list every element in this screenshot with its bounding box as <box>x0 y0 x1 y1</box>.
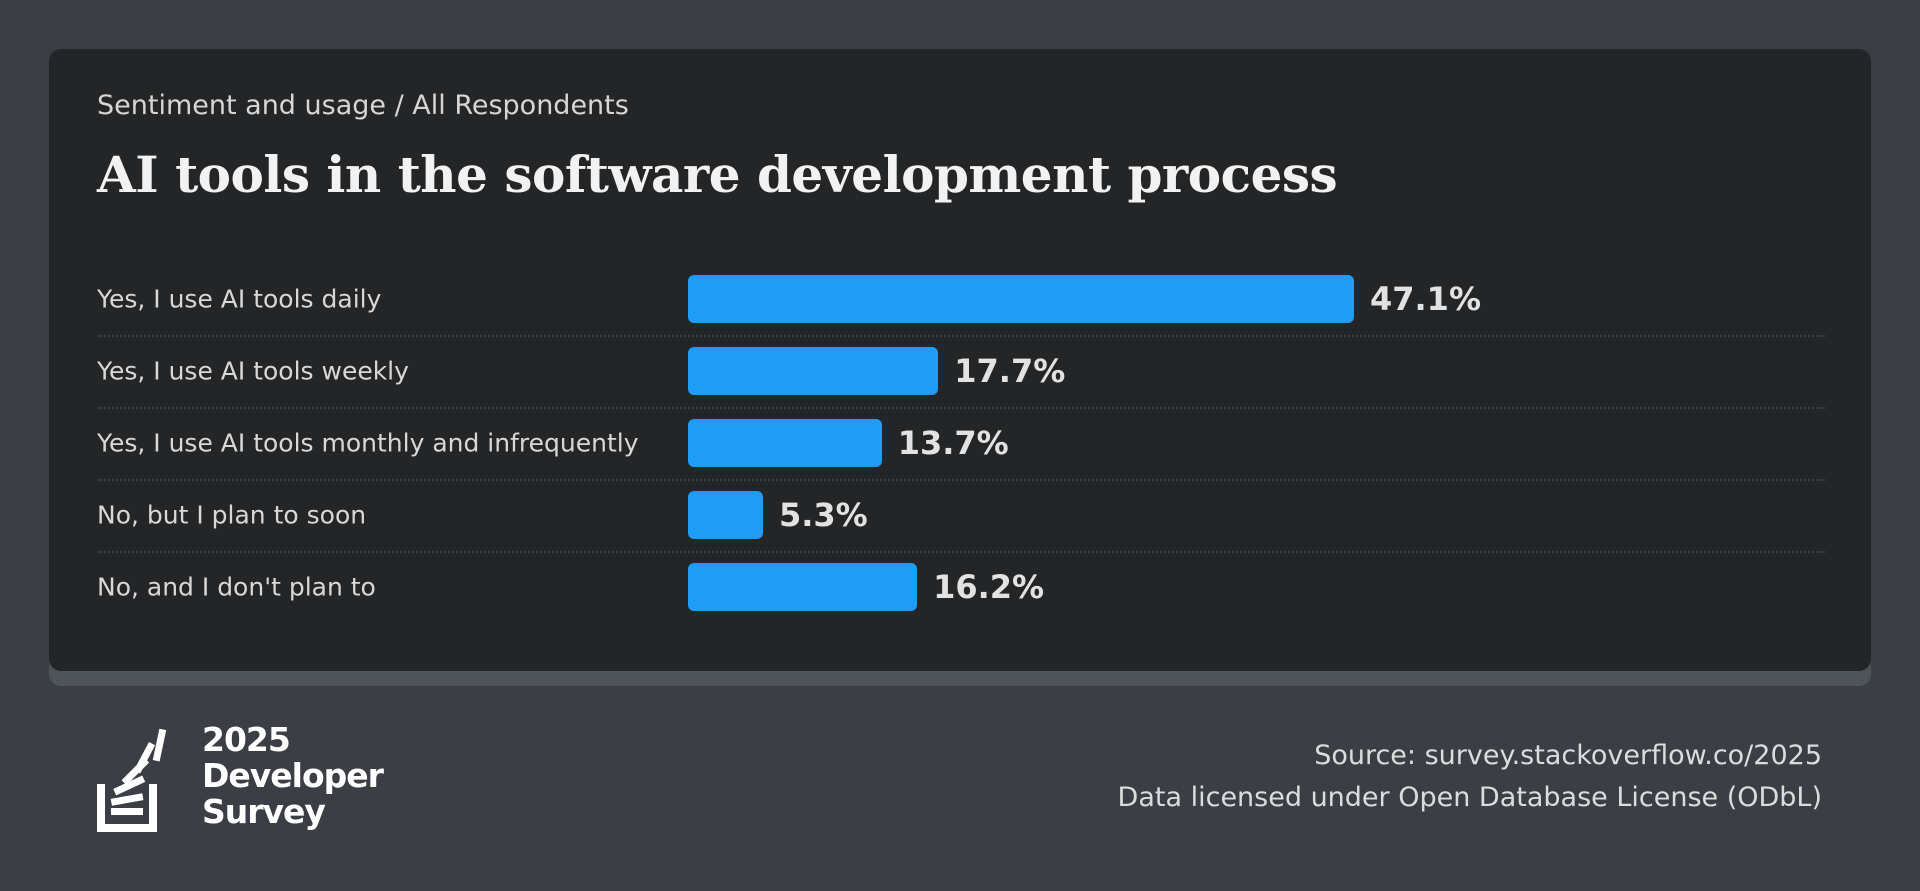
breadcrumb: Sentiment and usage / All Respondents <box>97 90 629 121</box>
value-label: 13.7% <box>897 424 1009 462</box>
row-divider <box>97 551 1825 553</box>
row-divider <box>97 335 1825 337</box>
category-label: No, but I plan to soon <box>97 500 367 530</box>
bar-row: Yes, I use AI tools daily 47.1% <box>97 263 1825 335</box>
row-divider <box>97 479 1825 481</box>
bar-row: Yes, I use AI tools monthly and infreque… <box>97 407 1825 479</box>
bar <box>688 491 763 539</box>
chart-title: AI tools in the software development pro… <box>97 145 1338 204</box>
bar-row: No, but I plan to soon 5.3% <box>97 479 1825 551</box>
chart-card <box>49 49 1871 671</box>
logo-line2: Survey <box>202 792 326 831</box>
bar <box>688 275 1354 323</box>
value-label: 5.3% <box>778 496 868 534</box>
logo-year: 2025 <box>202 720 291 759</box>
bar <box>688 563 918 611</box>
license-text: Data licensed under Open Database Licens… <box>1117 782 1822 813</box>
value-label: 16.2% <box>933 568 1045 606</box>
bar-row: Yes, I use AI tools weekly 17.7% <box>97 335 1825 407</box>
bar-row: No, and I don't plan to 16.2% <box>97 551 1825 623</box>
stack-overflow-logo-icon <box>97 728 167 832</box>
survey-logo-text: 2025 Developer Survey <box>202 720 384 831</box>
category-label: No, and I don't plan to <box>97 572 376 602</box>
logo-line1: Developer <box>202 756 384 795</box>
category-label: Yes, I use AI tools weekly <box>97 356 409 386</box>
category-label: Yes, I use AI tools monthly and infreque… <box>97 428 639 458</box>
value-label: 47.1% <box>1369 280 1481 318</box>
category-label: Yes, I use AI tools daily <box>97 284 382 314</box>
source-text: Source: survey.stackoverflow.co/2025 <box>1314 740 1822 771</box>
bar <box>688 419 882 467</box>
row-divider <box>97 407 1825 409</box>
bar <box>688 347 939 395</box>
value-label: 17.7% <box>954 352 1066 390</box>
